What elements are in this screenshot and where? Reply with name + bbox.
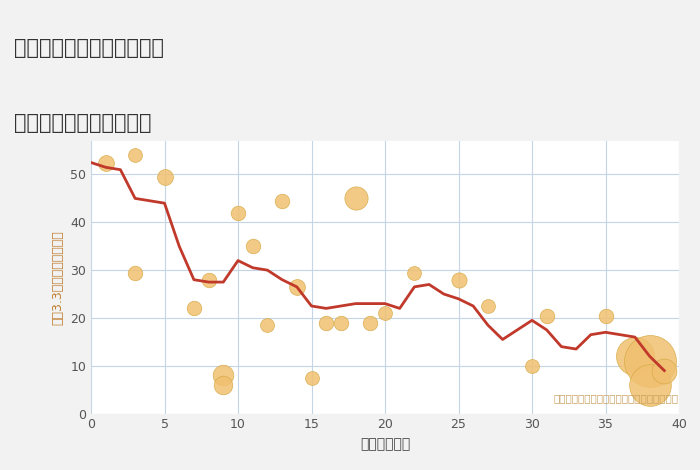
Point [409,269,420,276]
Point [644,357,655,365]
Y-axis label: 坪（3.3㎡）単価（万円）: 坪（3.3㎡）単価（万円） [52,230,64,325]
Point [203,276,214,283]
Text: 円の大きさは、取引のあった物件面積を示す: 円の大きさは、取引のあった物件面積を示す [554,393,679,403]
X-axis label: 築年数（年）: 築年数（年） [360,437,410,451]
Point [100,159,111,166]
Point [600,312,611,319]
Point [306,374,317,382]
Point [482,302,493,310]
Point [350,195,361,202]
Point [130,269,141,276]
Point [218,381,229,389]
Point [218,372,229,379]
Point [321,319,332,327]
Text: 築年数別中古戸建て価格: 築年数別中古戸建て価格 [14,113,151,133]
Point [262,321,273,329]
Point [130,152,141,159]
Point [659,367,670,374]
Text: 三重県度会郡玉城町冨岡の: 三重県度会郡玉城町冨岡の [14,38,164,58]
Point [159,173,170,180]
Point [232,209,244,217]
Point [291,283,302,290]
Point [247,243,258,250]
Point [526,362,538,369]
Point [629,352,641,360]
Point [335,319,346,327]
Point [541,312,552,319]
Point [365,319,376,327]
Point [188,305,199,312]
Point [644,381,655,389]
Point [379,309,391,317]
Point [276,197,288,204]
Point [453,276,464,283]
